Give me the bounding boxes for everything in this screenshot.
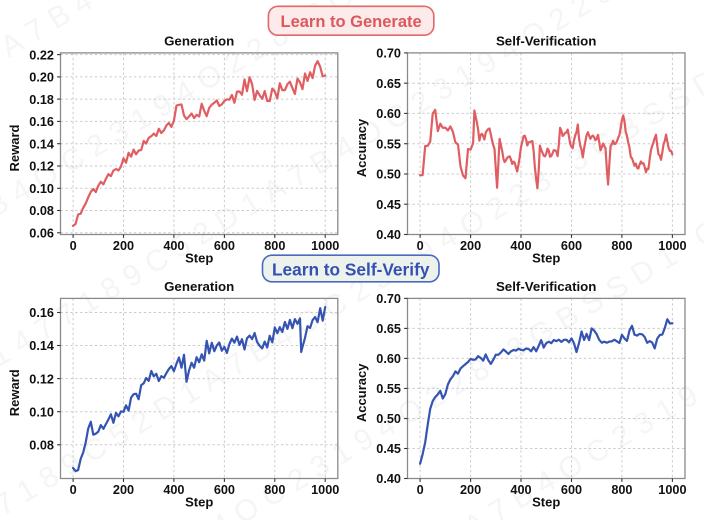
svg-text:1000: 1000 (658, 483, 686, 497)
svg-text:1000: 1000 (311, 483, 339, 497)
svg-text:0: 0 (417, 483, 424, 497)
svg-text:0.45: 0.45 (376, 442, 401, 456)
svg-text:0.65: 0.65 (376, 77, 401, 91)
svg-text:0.22: 0.22 (29, 48, 54, 62)
svg-text:0.14: 0.14 (29, 137, 54, 151)
svg-text:0.20: 0.20 (29, 71, 54, 85)
svg-text:800: 800 (264, 239, 285, 253)
svg-text:0.14: 0.14 (29, 339, 54, 353)
svg-text:0.70: 0.70 (376, 47, 401, 61)
svg-text:0.10: 0.10 (29, 182, 54, 196)
svg-text:200: 200 (113, 483, 134, 497)
svg-text:0.18: 0.18 (29, 93, 54, 107)
svg-text:400: 400 (510, 239, 531, 253)
svg-text:0.12: 0.12 (29, 372, 54, 386)
svg-text:Reward: Reward (7, 369, 22, 416)
svg-text:600: 600 (561, 483, 582, 497)
svg-text:0: 0 (70, 483, 77, 497)
svg-text:0: 0 (70, 239, 77, 253)
svg-text:0.08: 0.08 (29, 439, 54, 453)
svg-text:800: 800 (611, 239, 632, 253)
svg-text:200: 200 (460, 483, 481, 497)
svg-text:0.12: 0.12 (29, 160, 54, 174)
svg-text:Self-Verification: Self-Verification (496, 279, 597, 294)
svg-text:Step: Step (532, 495, 560, 510)
svg-text:0.06: 0.06 (29, 227, 54, 241)
svg-text:0.55: 0.55 (376, 137, 401, 151)
svg-text:Accuracy: Accuracy (354, 363, 369, 422)
svg-text:800: 800 (264, 483, 285, 497)
svg-text:0.10: 0.10 (29, 405, 54, 419)
svg-text:1000: 1000 (311, 239, 339, 253)
svg-text:400: 400 (510, 483, 531, 497)
svg-text:0.16: 0.16 (29, 306, 54, 320)
svg-text:200: 200 (460, 239, 481, 253)
svg-text:0.40: 0.40 (376, 472, 401, 486)
svg-text:Reward: Reward (7, 124, 22, 171)
svg-text:600: 600 (561, 239, 582, 253)
svg-text:400: 400 (163, 239, 184, 253)
svg-text:73161O12DR1477189C52D1A7B4OC23: 73161O12DR1477189C52D1A7B4OC23194O228 3G… (0, 191, 704, 520)
svg-text:0.50: 0.50 (376, 168, 401, 182)
svg-text:Step: Step (185, 495, 213, 510)
svg-text:0.60: 0.60 (376, 107, 401, 121)
svg-text:Step: Step (532, 251, 560, 266)
svg-text:Self-Verification: Self-Verification (496, 34, 597, 49)
svg-text:Step: Step (185, 251, 213, 266)
svg-text:Generation: Generation (164, 279, 234, 294)
svg-text:Accuracy: Accuracy (354, 118, 369, 177)
svg-text:0.70: 0.70 (376, 292, 401, 306)
svg-text:400: 400 (163, 483, 184, 497)
svg-text:Generation: Generation (164, 34, 234, 49)
svg-text:0.08: 0.08 (29, 204, 54, 218)
svg-text:Learn to Self-Verify: Learn to Self-Verify (272, 259, 430, 279)
svg-text:1000: 1000 (658, 239, 686, 253)
svg-text:200: 200 (113, 239, 134, 253)
svg-text:0.16: 0.16 (29, 115, 54, 129)
svg-text:800: 800 (611, 483, 632, 497)
svg-text:0.40: 0.40 (376, 228, 401, 242)
svg-text:0.50: 0.50 (376, 412, 401, 426)
svg-text:Learn to Generate: Learn to Generate (280, 13, 421, 31)
svg-text:0.60: 0.60 (376, 352, 401, 366)
svg-text:600: 600 (214, 483, 235, 497)
svg-text:0.55: 0.55 (376, 382, 401, 396)
svg-text:0: 0 (417, 239, 424, 253)
svg-text:600: 600 (214, 239, 235, 253)
svg-text:0.45: 0.45 (376, 198, 401, 212)
svg-text:0.65: 0.65 (376, 322, 401, 336)
